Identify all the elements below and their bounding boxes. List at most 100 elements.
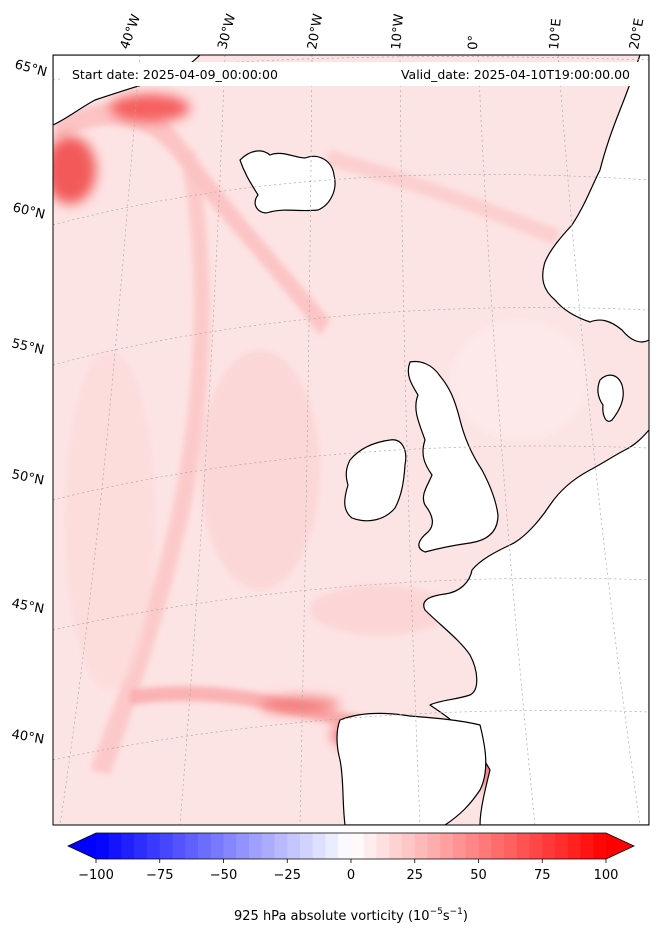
colorbar-cells xyxy=(96,833,607,859)
colorbar-label-exp2: −1 xyxy=(450,907,463,917)
latitude-labels: 65°N 60°N 55°N 50°N 45°N 40°N xyxy=(10,57,48,747)
colorbar-cell xyxy=(300,833,314,859)
colorbar-cell xyxy=(465,833,480,859)
colorbar-cell xyxy=(529,833,543,859)
vorticity-band-atlantic-diagonal xyxy=(90,150,210,775)
colorbar-cell xyxy=(338,833,352,859)
gridline-lon-40w xyxy=(59,55,141,825)
colorbar-cell xyxy=(312,833,327,859)
colorbar-tick-label: −75 xyxy=(146,868,173,883)
colorbar-tick-label: 75 xyxy=(534,868,551,883)
map-frame xyxy=(52,54,650,826)
header-box xyxy=(60,62,640,86)
great-britain-land xyxy=(407,360,499,553)
denmark-land xyxy=(597,374,624,422)
colorbar-extend-max xyxy=(606,833,634,859)
vorticity-max-denmark-strait xyxy=(53,136,96,204)
colorbar-cell xyxy=(376,833,390,859)
scandinavia-land xyxy=(542,55,649,343)
colorbar-cell xyxy=(159,833,174,859)
gridline-lon-30w xyxy=(179,55,226,825)
colorbar-cell xyxy=(108,833,123,859)
lon-label-10e: 10°E xyxy=(547,18,565,50)
colorbar-cell xyxy=(491,833,505,859)
colorbar-cell xyxy=(287,833,301,859)
vorticity-band-north-sea-light xyxy=(450,320,590,440)
longitude-labels: 40°W 30°W 20°W 10°W 0° 10°E 20°E xyxy=(118,12,648,51)
gridline-lon-0 xyxy=(477,55,536,825)
colorbar-cell xyxy=(555,833,569,859)
valid-date-label: Valid_date: 2025-04-10T19:00:00.00 xyxy=(401,67,630,82)
colorbar-cell xyxy=(504,833,518,859)
vorticity-band-biscay xyxy=(310,585,450,635)
lon-label-10w: 10°W xyxy=(389,13,407,50)
iberia-land xyxy=(336,712,487,825)
colorbar-cell xyxy=(542,833,556,859)
colorbar-tick-label: 0 xyxy=(347,868,355,883)
colorbar-label-mid: s xyxy=(443,909,450,924)
vorticity-max-southwest xyxy=(260,697,340,713)
colorbar-cell xyxy=(210,833,225,859)
colorbar-cell xyxy=(414,833,429,859)
start-date-label: Start date: 2025-04-09_00:00:00 xyxy=(72,67,278,82)
lat-label-55n: 55°N xyxy=(10,336,45,358)
colorbar-cell xyxy=(96,833,110,859)
vorticity-band-mid-atlantic xyxy=(200,350,320,590)
colorbar-cell xyxy=(236,833,250,859)
colorbar-cell xyxy=(389,833,403,859)
lat-label-60n: 60°N xyxy=(11,200,46,222)
colorbar-tick-label: 25 xyxy=(406,868,423,883)
lat-label-40n: 40°N xyxy=(10,727,45,747)
colorbar-cell xyxy=(516,833,531,859)
colorbar-cell xyxy=(351,833,365,859)
lat-label-50n: 50°N xyxy=(10,467,45,488)
colorbar-cell xyxy=(274,833,288,859)
lon-label-20e: 20°E xyxy=(627,17,647,50)
colorbar-cell xyxy=(427,833,441,859)
gridline-lat-40 xyxy=(53,709,649,761)
lon-label-0: 0° xyxy=(466,35,482,50)
colorbar-cell xyxy=(198,833,212,859)
lon-label-20w: 20°W xyxy=(305,13,326,51)
colorbar-cell xyxy=(593,833,607,859)
colorbar-extend-min xyxy=(68,833,96,859)
colorbar-cell xyxy=(402,833,416,859)
colorbar: −100 −75 −50 −25 0 25 50 75 100 925 hPa absolute… xyxy=(67,832,635,924)
colorbar-cell xyxy=(580,833,594,859)
gridline-lat-60 xyxy=(53,174,649,226)
colorbar-cell xyxy=(147,833,161,859)
colorbar-cell xyxy=(249,833,263,859)
colorbar-tick-label: −50 xyxy=(210,868,237,883)
colorbar-cell xyxy=(453,833,467,859)
colorbar-label-exp1: −5 xyxy=(430,907,443,917)
colorbar-label: 925 hPa absolute vorticity (10−5s−1) xyxy=(234,907,468,924)
colorbar-ticks: −100 −75 −50 −25 0 25 50 75 100 xyxy=(78,859,618,883)
vorticity-band-norwegian-sea xyxy=(325,150,560,245)
colorbar-cell xyxy=(363,833,378,859)
lat-label-45n: 45°N xyxy=(10,596,45,617)
ireland-land xyxy=(344,439,407,522)
colorbar-cell xyxy=(440,833,454,859)
colorbar-label-main: 925 hPa absolute vorticity (10 xyxy=(234,909,430,924)
colorbar-cell xyxy=(223,833,237,859)
colorbar-tick-label: −100 xyxy=(78,868,114,883)
colorbar-cell xyxy=(172,833,186,859)
map-panel xyxy=(53,55,649,825)
colorbar-cell xyxy=(185,833,199,859)
colorbar-tick-label: 50 xyxy=(470,868,487,883)
colorbar-cell xyxy=(567,833,582,859)
colorbar-tick-label: −25 xyxy=(274,868,301,883)
colorbar-cell xyxy=(325,833,339,859)
lon-label-40w: 40°W xyxy=(118,12,144,51)
lon-label-30w: 30°W xyxy=(215,12,239,51)
lat-label-65n: 65°N xyxy=(13,57,49,80)
vorticity-max-greenland-coast xyxy=(110,94,190,122)
colorbar-cell xyxy=(261,833,276,859)
vorticity-band-iceland-greenland xyxy=(55,102,330,335)
vorticity-band-west-atlantic xyxy=(65,350,155,690)
colorbar-tick-label: 100 xyxy=(594,868,619,883)
colorbar-cell xyxy=(134,833,148,859)
colorbar-cell xyxy=(121,833,135,859)
colorbar-label-end: ) xyxy=(463,909,468,924)
